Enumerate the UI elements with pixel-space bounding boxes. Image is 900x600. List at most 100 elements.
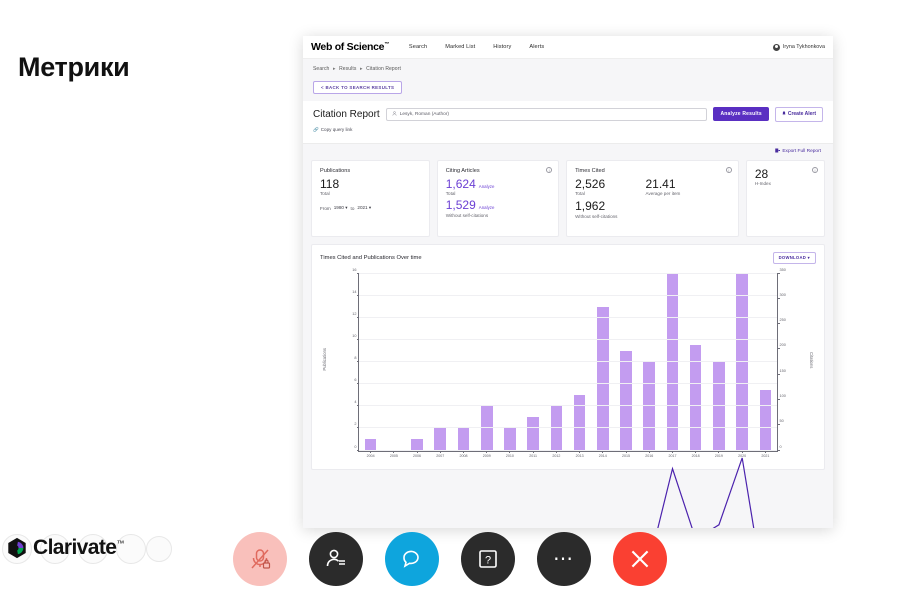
create-alert-label: Create Alert [787,111,816,118]
citing-articles-analyze-link[interactable]: Analyze [478,183,495,189]
nav-item-marked-list[interactable]: Marked List [445,44,476,50]
breadcrumb-results[interactable]: Results [339,66,357,72]
y-tick-label: 10 [352,333,357,338]
bar-slot: 2007 [429,274,452,458]
bar-slot: 2011 [522,274,545,458]
info-icon-times-cited[interactable]: i [725,166,732,173]
bar[interactable] [713,362,725,451]
info-icon-h-index[interactable]: i [811,166,818,173]
x-tick-mark [486,450,488,453]
info-icon-citing-articles[interactable]: i [546,166,553,173]
x-tick-label: 2017 [668,453,677,458]
query-input[interactable]: Lesyk, Roman (Author) [385,107,708,121]
copy-query-link[interactable]: 🔗 Copy query link [313,127,823,133]
decorative-circle-3 [78,534,108,564]
chat-button[interactable] [385,532,439,586]
help-button[interactable]: ? [461,532,515,586]
bar[interactable] [643,362,656,451]
y2-tick-mark [777,323,780,325]
web-of-science-window: Web of Science™ Search Marked List Histo… [303,36,833,528]
y2-tick-mark [777,449,780,451]
y2-tick-label: 100 [779,393,786,398]
card-times-cited: i Times Cited 2,526 Total 1,962 Without … [566,159,739,237]
participants-button[interactable] [309,532,363,586]
citation-report-title: Citation Report [313,108,380,120]
bar-slot: 2020 [731,273,754,458]
gridline [359,316,777,318]
bar[interactable] [434,428,447,451]
chart-card: Times Cited and Publications Over time D… [311,243,825,470]
citing-articles-noself-label: Without self-citations [445,212,489,218]
card-citing-articles-title: Citing Articles [445,167,480,174]
nav-item-search[interactable]: Search [408,44,428,50]
card-citing-articles: i Citing Articles 1,624 Analyze Total 1,… [436,159,560,237]
author-icon [392,111,397,118]
x-tick-mark [602,450,604,453]
x-tick-mark [416,450,418,453]
x-tick-label: 2006 [413,453,422,458]
bar[interactable] [504,428,516,451]
breadcrumb-search[interactable]: Search [313,66,330,72]
to-year-select[interactable]: 2021 ▾ [357,205,372,211]
wos-page-body: Search ▸ Results ▸ Citation Report < BAC… [303,59,833,528]
citing-articles-analyze-link-noself[interactable]: Analyze [478,205,495,211]
download-button[interactable]: DOWNLOAD ▾ [772,251,816,264]
times-cited-total-label: Total [575,191,585,197]
bar[interactable] [759,389,772,451]
x-tick-mark [695,450,697,453]
bar[interactable] [550,406,563,451]
bar[interactable] [736,273,748,451]
leave-button[interactable] [613,532,667,586]
x-tick-label: 2018 [691,453,700,458]
x-tick-label: 2004 [366,453,375,458]
zoom-toolbar: ? ⋯ [0,532,900,586]
y-tick-label: 16 [352,267,357,272]
citing-articles-value: 1,624 [445,176,476,191]
user-menu[interactable]: Iryna Tykhonkova [772,43,825,51]
y2-tick-mark [777,373,780,375]
bar[interactable] [620,350,632,451]
from-year-select[interactable]: 1980 ▾ [333,205,348,211]
more-button[interactable]: ⋯ [537,532,591,586]
back-to-search-results-button[interactable]: < BACK TO SEARCH RESULTS [313,81,403,94]
nav-item-history[interactable]: History [493,44,512,50]
bar[interactable] [596,306,609,451]
bar[interactable] [411,439,423,451]
citations-line-series [359,274,777,529]
x-tick-label: 2013 [575,453,584,458]
bar-slot: 2014 [591,274,614,458]
bar[interactable] [480,406,493,451]
bar-slot: 2009 [475,274,498,458]
create-alert-button[interactable]: Create Alert [774,107,823,122]
wos-nav: Search Marked List History Alerts [409,44,544,50]
y2-tick-mark [777,348,780,350]
bar-slot: 2019 [707,274,730,458]
mic-muted-locked-icon [251,549,271,569]
gridline [359,383,777,385]
to-label: to [350,205,355,211]
nav-item-alerts[interactable]: Alerts [529,44,545,50]
times-cited-right: 21.41 Average per item [645,177,680,219]
y-tick-mark [356,405,359,407]
x-tick-mark [625,450,627,453]
bar[interactable] [364,439,377,451]
export-full-report-link[interactable]: Export Full Report [775,148,821,155]
analyze-results-button[interactable]: Analyze Results [713,107,769,122]
export-full-report-label: Export Full Report [782,148,821,154]
bar[interactable] [689,345,702,451]
bar[interactable] [666,273,679,451]
citations-line [371,457,766,528]
gridline [359,338,777,340]
bar[interactable] [457,428,470,451]
breadcrumb: Search ▸ Results ▸ Citation Report [303,59,833,72]
x-tick-label: 2021 [761,453,770,458]
publications-total-label: Total [320,191,330,197]
x-tick-mark [741,450,743,453]
bar[interactable] [573,395,586,451]
card-publications: Publications 118 Total From 1980 ▾ to 20… [311,159,430,237]
y-tick-mark [356,294,359,296]
clarivate-logo: Clarivate™ [6,536,124,560]
bar[interactable] [527,417,539,451]
x-tick-label: 2005 [389,453,398,458]
mute-button[interactable] [233,532,287,586]
